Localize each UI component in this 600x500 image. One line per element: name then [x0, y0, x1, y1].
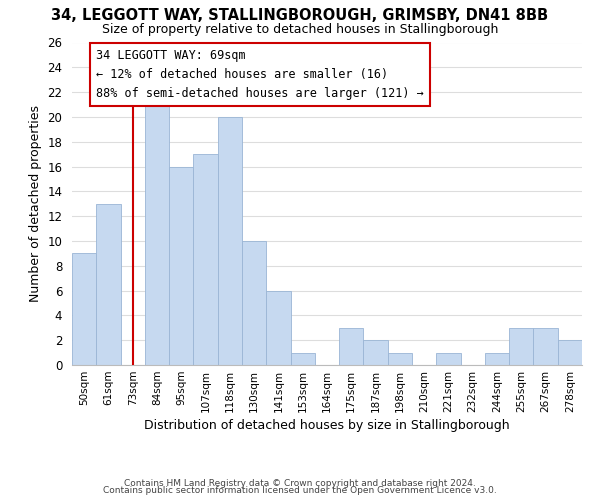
Bar [509, 328, 533, 365]
Bar [145, 92, 169, 365]
Bar [558, 340, 582, 365]
Bar [96, 204, 121, 365]
Bar [193, 154, 218, 365]
Bar [218, 117, 242, 365]
Bar [533, 328, 558, 365]
Bar [436, 352, 461, 365]
Bar [266, 290, 290, 365]
Bar [339, 328, 364, 365]
Text: Size of property relative to detached houses in Stallingborough: Size of property relative to detached ho… [102, 22, 498, 36]
Bar [169, 166, 193, 365]
Bar [485, 352, 509, 365]
X-axis label: Distribution of detached houses by size in Stallingborough: Distribution of detached houses by size … [144, 419, 510, 432]
Y-axis label: Number of detached properties: Number of detached properties [29, 106, 42, 302]
Bar [364, 340, 388, 365]
Text: Contains public sector information licensed under the Open Government Licence v3: Contains public sector information licen… [103, 486, 497, 495]
Bar [290, 352, 315, 365]
Bar [72, 254, 96, 365]
Bar [388, 352, 412, 365]
Text: 34, LEGGOTT WAY, STALLINGBOROUGH, GRIMSBY, DN41 8BB: 34, LEGGOTT WAY, STALLINGBOROUGH, GRIMSB… [52, 8, 548, 22]
Bar [242, 241, 266, 365]
Text: 34 LEGGOTT WAY: 69sqm
← 12% of detached houses are smaller (16)
88% of semi-deta: 34 LEGGOTT WAY: 69sqm ← 12% of detached … [96, 48, 424, 100]
Text: Contains HM Land Registry data © Crown copyright and database right 2024.: Contains HM Land Registry data © Crown c… [124, 478, 476, 488]
